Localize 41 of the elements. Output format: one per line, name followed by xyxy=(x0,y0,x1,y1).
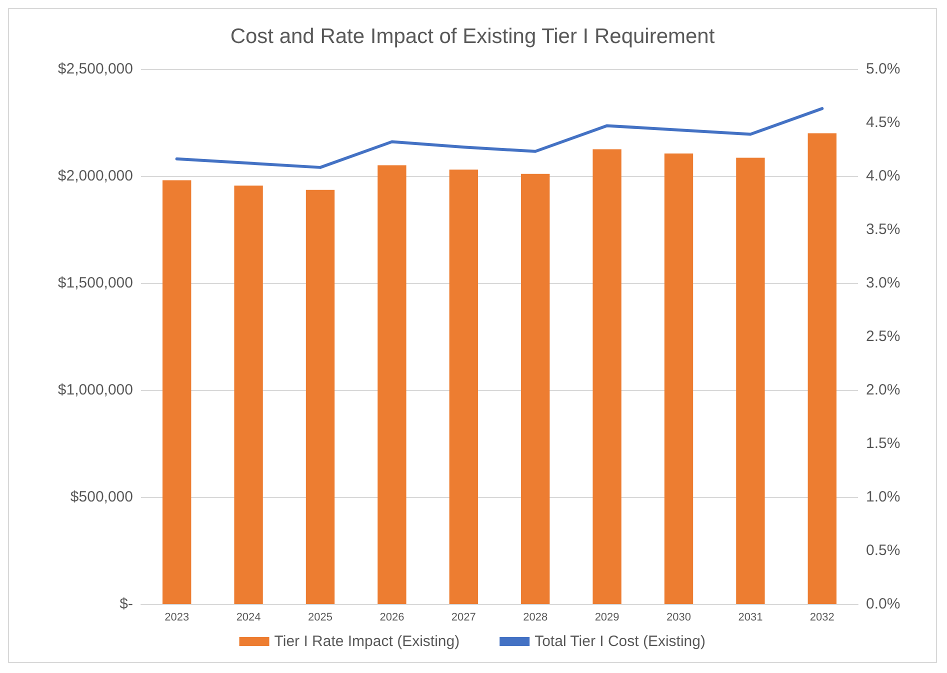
x-tick-label: 2030 xyxy=(666,612,691,624)
x-tick-label: 2032 xyxy=(810,612,834,624)
line-series xyxy=(175,107,824,169)
y2-tick-label: 1.0% xyxy=(866,488,900,506)
y2-tick-label: 5.0% xyxy=(866,60,900,78)
bar xyxy=(736,158,765,604)
bar xyxy=(449,170,478,604)
legend-label: Total Tier I Cost (Existing) xyxy=(534,633,706,650)
x-tick-label: 2027 xyxy=(451,612,476,624)
bar xyxy=(162,180,192,604)
x-tick-label: 2028 xyxy=(523,612,548,624)
x-tick-label: 2024 xyxy=(236,612,261,624)
chart-title: Cost and Rate Impact of Existing Tier I Requirement xyxy=(230,25,715,48)
y-tick-label: $1,500,000 xyxy=(58,274,133,292)
bar xyxy=(378,165,406,604)
y2-tick-label: 0.0% xyxy=(866,596,900,612)
y2-tick-label: 4.5% xyxy=(866,114,900,131)
y2-tick-label: 3.5% xyxy=(866,221,900,238)
x-tick-label: 2029 xyxy=(594,612,620,624)
bar xyxy=(808,133,836,604)
y-tick-label: $500,000 xyxy=(70,488,133,506)
y-tick-label: $- xyxy=(120,596,133,612)
y-tick-label: $2,000,000 xyxy=(58,168,133,184)
bar xyxy=(234,186,263,604)
x-tick-label: 2031 xyxy=(738,612,763,624)
bar xyxy=(521,174,550,604)
y2-tick-label: 1.5% xyxy=(866,435,900,452)
bar xyxy=(592,149,622,604)
y2-tick-label: 0.5% xyxy=(866,542,900,559)
x-tick-label: 2025 xyxy=(308,612,332,624)
y2-tick-label: 3.0% xyxy=(866,274,900,292)
bar xyxy=(306,190,335,604)
y2-tick-label: 2.0% xyxy=(866,382,900,398)
x-tick-label: 2026 xyxy=(380,612,404,624)
y-tick-label: $2,500,000 xyxy=(58,60,133,78)
y2-tick-label: 2.5% xyxy=(866,328,900,345)
bar xyxy=(664,154,694,604)
legend-label: Tier I Rate Impact (Existing) xyxy=(274,633,460,650)
y2-tick-label: 4.0% xyxy=(866,168,900,184)
x-tick-label: 2023 xyxy=(164,612,190,624)
y-tick-label: $1,000,000 xyxy=(58,382,133,398)
